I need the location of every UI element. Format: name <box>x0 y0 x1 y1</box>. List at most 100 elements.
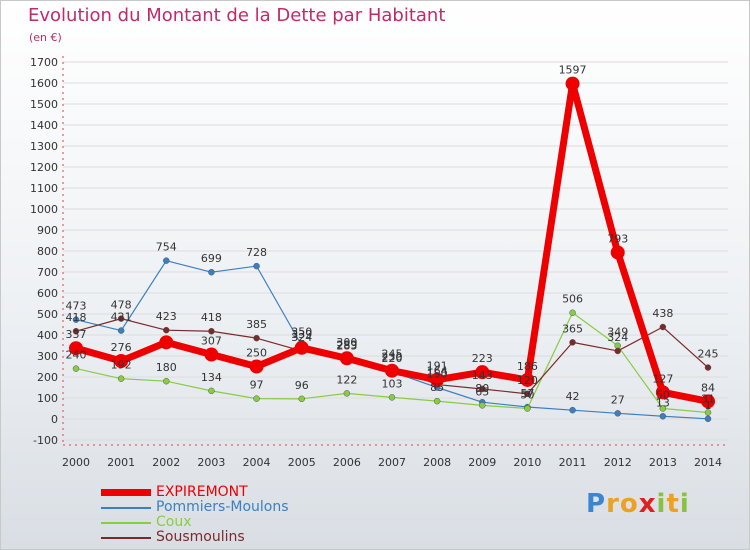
data-point <box>659 413 667 420</box>
data-point <box>430 372 445 387</box>
proxiti-logo: Proxiti <box>586 489 690 519</box>
data-label: 300 <box>336 336 357 349</box>
y-tick-label: 1200 <box>30 161 58 174</box>
data-point <box>610 245 625 260</box>
data-point <box>520 372 535 387</box>
legend-label: Coux <box>156 514 192 530</box>
data-label: 180 <box>156 361 177 374</box>
x-tick-label: 2007 <box>378 456 406 469</box>
y-tick-label: -100 <box>33 434 58 447</box>
data-point <box>569 309 576 316</box>
y-tick-label: 0 <box>51 413 58 426</box>
y-tick-label: 900 <box>37 224 58 237</box>
data-label: 421 <box>111 311 132 324</box>
y-tick-label: 800 <box>37 245 58 258</box>
y-tick-label: 1500 <box>30 98 58 111</box>
data-point <box>433 397 441 405</box>
y-tick-label: 1400 <box>30 119 58 132</box>
y-tick-label: 100 <box>37 392 58 405</box>
y-tick-label: 400 <box>37 329 58 342</box>
data-label: 57 <box>520 387 534 400</box>
data-point <box>524 390 531 398</box>
legend-swatch <box>101 537 151 539</box>
data-point <box>524 405 531 412</box>
x-tick-label: 2002 <box>152 456 180 469</box>
data-label: 223 <box>472 352 493 365</box>
data-label: 143 <box>472 369 493 382</box>
data-label: 245 <box>698 348 719 361</box>
data-label: 365 <box>562 322 583 335</box>
x-tick-label: 2005 <box>288 456 316 469</box>
legend-item: EXPIREMONT <box>101 484 361 500</box>
grid-layer <box>63 61 728 441</box>
data-label: 349 <box>607 326 628 339</box>
y-tick-label: 1600 <box>30 77 58 90</box>
y-tick-label: 1300 <box>30 140 58 153</box>
data-point <box>253 262 260 270</box>
data-point <box>253 395 260 402</box>
data-point <box>117 315 125 322</box>
y-tick-label: 500 <box>37 308 58 321</box>
data-label: 31 <box>701 392 715 405</box>
data-label: 350 <box>291 326 312 339</box>
data-point <box>117 327 125 334</box>
data-label: 793 <box>607 232 628 245</box>
data-point <box>569 339 576 346</box>
data-point <box>117 375 125 382</box>
data-point <box>204 347 219 362</box>
data-label: 307 <box>201 335 222 348</box>
chart-subtitle: (en €) <box>29 31 62 44</box>
data-label: 245 <box>382 348 403 361</box>
data-point <box>339 351 354 366</box>
data-point <box>249 359 264 374</box>
y-tick-label: 600 <box>37 287 58 300</box>
data-point <box>72 316 80 323</box>
data-label: 84 <box>701 381 715 394</box>
data-label: 418 <box>201 311 222 324</box>
y-tick-label: 1700 <box>30 56 58 69</box>
data-label: 50 <box>656 389 670 402</box>
data-point <box>163 326 170 334</box>
data-label: 65 <box>475 385 489 398</box>
data-label: 120 <box>517 374 538 387</box>
chart-title: Evolution du Montant de la Dette par Hab… <box>28 5 446 26</box>
data-label: 423 <box>156 310 177 323</box>
legend-label: Sousmoulins <box>156 529 245 545</box>
data-label: 506 <box>562 293 583 306</box>
data-point <box>163 377 170 385</box>
data-label: 42 <box>566 390 580 403</box>
data-label: 337 <box>66 328 87 341</box>
data-label: 728 <box>246 246 267 259</box>
data-label: 13 <box>656 396 670 409</box>
data-label: 85 <box>430 381 444 394</box>
data-point <box>479 385 486 393</box>
x-tick-label: 2006 <box>333 456 361 469</box>
data-label: 80 <box>475 382 489 395</box>
data-point <box>208 327 215 335</box>
data-label: 699 <box>201 252 222 265</box>
data-label: 324 <box>607 331 628 344</box>
legend-swatch <box>101 522 151 524</box>
data-label: 150 <box>427 368 448 381</box>
x-tick-label: 2013 <box>649 456 677 469</box>
legend-item: Coux <box>101 514 361 530</box>
x-tick-label: 2011 <box>559 456 587 469</box>
series-layer <box>69 76 715 423</box>
data-point <box>208 387 215 395</box>
data-label: 276 <box>111 341 132 354</box>
data-point <box>479 402 486 409</box>
data-label: 385 <box>246 318 267 331</box>
legend-swatch <box>101 507 151 509</box>
data-label: 754 <box>156 241 177 254</box>
x-tick-label: 2000 <box>62 456 90 469</box>
y-tick-label: 300 <box>37 350 58 363</box>
y-tick-label: 200 <box>37 371 58 384</box>
data-label: 127 <box>652 372 673 385</box>
data-point <box>614 410 621 417</box>
legend-item: Sousmoulins <box>101 529 361 545</box>
legend-label: EXPIREMONT <box>156 484 248 500</box>
data-label: 1597 <box>559 64 587 77</box>
data-point <box>72 327 80 335</box>
axes-layer: -100 0 100 200 300 400 500 600 700 800 900 1000 1100… <box>30 56 728 469</box>
